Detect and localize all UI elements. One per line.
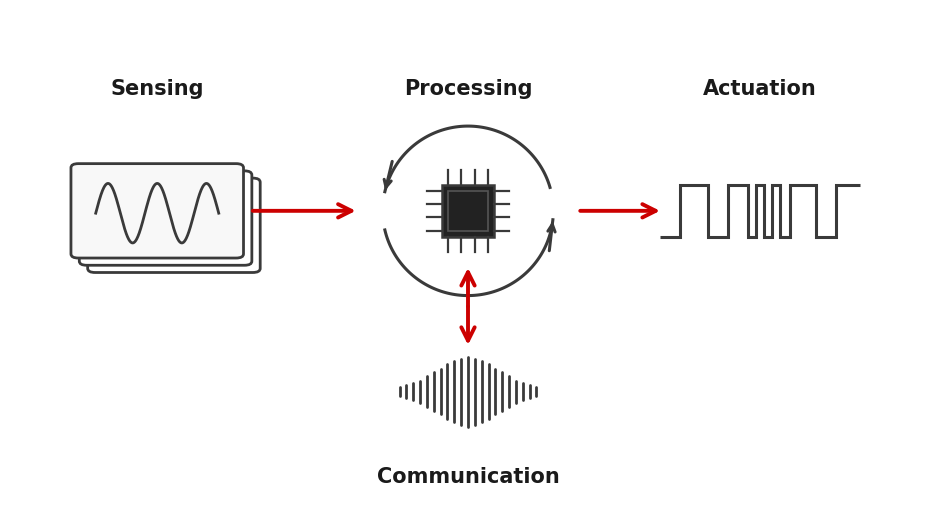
FancyBboxPatch shape — [71, 164, 243, 258]
Bar — [448, 191, 488, 231]
FancyBboxPatch shape — [80, 171, 252, 265]
Text: Communication: Communication — [376, 467, 560, 487]
FancyBboxPatch shape — [88, 178, 260, 272]
Text: Processing: Processing — [403, 79, 533, 99]
Bar — [442, 185, 494, 237]
Text: Actuation: Actuation — [703, 79, 817, 99]
Text: Sensing: Sensing — [110, 79, 204, 99]
